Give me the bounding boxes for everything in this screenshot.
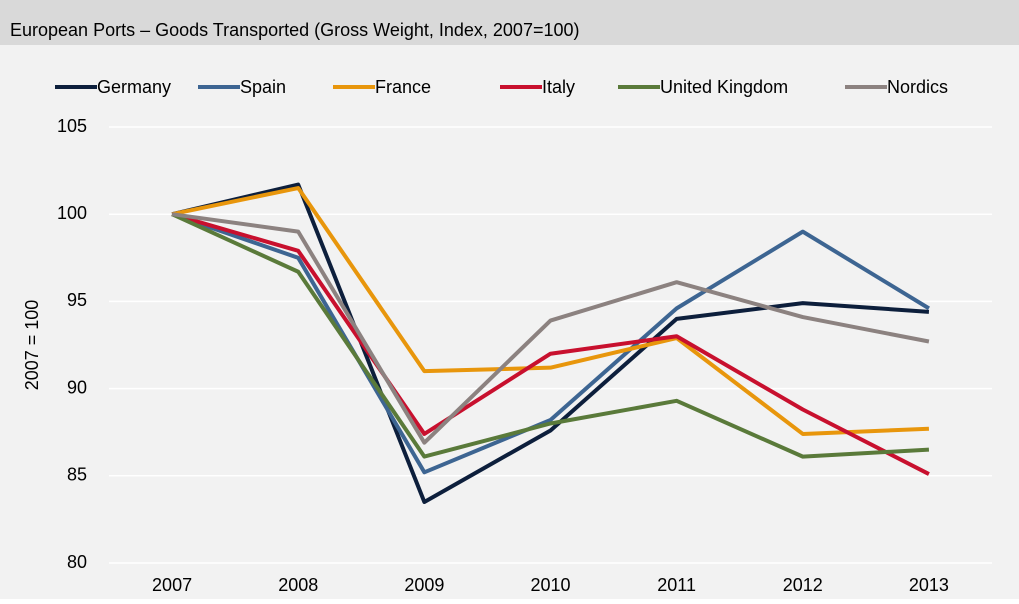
y-tick-label: 105 bbox=[57, 116, 87, 136]
legend-label: Nordics bbox=[887, 77, 948, 97]
x-tick-label: 2011 bbox=[657, 575, 696, 595]
x-tick-label: 2013 bbox=[909, 575, 949, 595]
title-bar bbox=[0, 0, 1019, 45]
chart-title: European Ports – Goods Transported (Gros… bbox=[10, 20, 580, 40]
series-line bbox=[171, 212, 930, 445]
legend-label: France bbox=[375, 77, 431, 97]
series-line bbox=[171, 212, 930, 459]
y-tick-label: 85 bbox=[67, 465, 87, 485]
series-line bbox=[171, 212, 930, 475]
y-tick-label: 95 bbox=[67, 290, 87, 310]
series-line bbox=[171, 186, 930, 436]
y-tick-label: 90 bbox=[67, 377, 87, 397]
legend-label: Spain bbox=[240, 77, 286, 97]
x-tick-label: 2012 bbox=[783, 575, 823, 595]
legend-label: Italy bbox=[542, 77, 575, 97]
series-line bbox=[171, 212, 930, 476]
series-line bbox=[171, 182, 930, 504]
y-tick-label: 100 bbox=[57, 203, 87, 223]
legend-label: United Kingdom bbox=[660, 77, 788, 97]
x-tick-label: 2008 bbox=[278, 575, 318, 595]
x-tick-label: 2007 bbox=[152, 575, 192, 595]
y-tick-label: 80 bbox=[67, 552, 87, 572]
legend-label: Germany bbox=[97, 77, 171, 97]
x-tick-label: 2009 bbox=[404, 575, 444, 595]
y-axis-label: 2007 = 100 bbox=[22, 300, 42, 391]
x-tick-label: 2010 bbox=[530, 575, 570, 595]
